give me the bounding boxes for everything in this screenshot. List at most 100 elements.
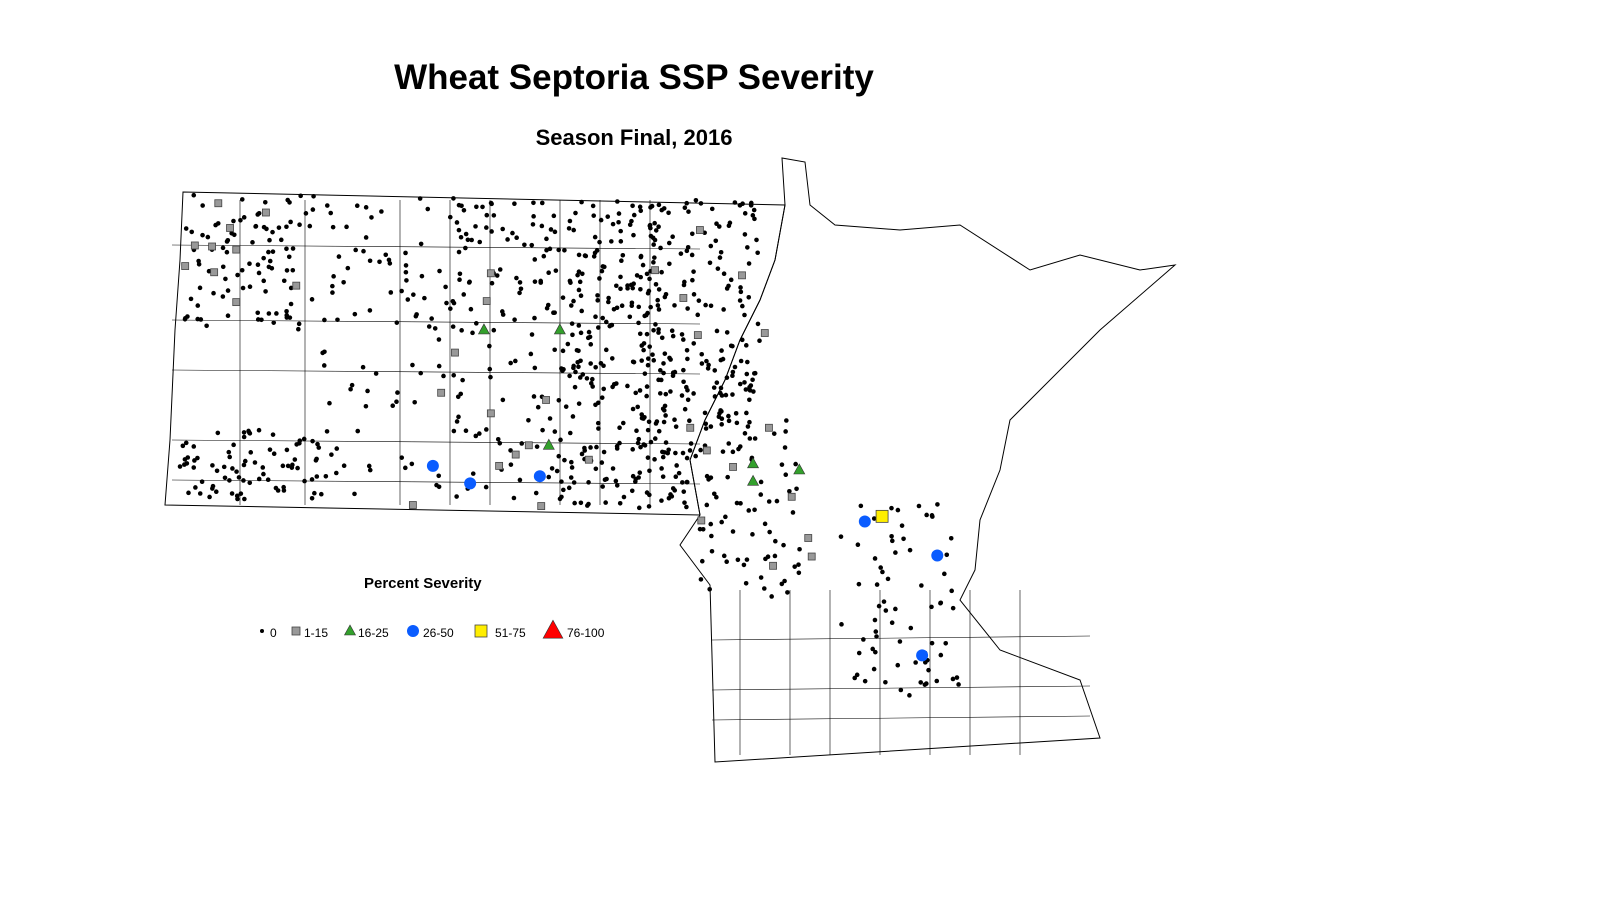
zero-severity-point (247, 480, 253, 486)
zero-severity-point (627, 314, 633, 320)
zero-severity-point (733, 411, 739, 416)
zero-severity-point (942, 571, 947, 577)
zero-severity-point (607, 323, 613, 329)
zero-severity-point (196, 258, 201, 264)
zero-severity-point (678, 251, 684, 256)
zero-severity-point (682, 500, 687, 505)
zero-severity-point (409, 461, 415, 467)
zero-severity-point (558, 437, 563, 443)
zero-severity-point (639, 358, 644, 363)
zero-severity-point (355, 428, 361, 434)
zero-severity-point (660, 454, 666, 460)
zero-severity-point (679, 332, 685, 337)
legend-label: 0 (270, 626, 277, 640)
severity-markers (181, 199, 944, 662)
zero-severity-point (590, 203, 596, 209)
marker-1-15 (524, 441, 533, 450)
zero-severity-point (698, 447, 703, 453)
zero-severity-point (747, 388, 753, 393)
zero-severity-point (576, 252, 582, 258)
zero-severity-point (702, 410, 708, 416)
zero-severity-point (285, 463, 291, 469)
zero-severity-point (929, 513, 935, 518)
zero-severity-point (739, 337, 745, 343)
zero-severity-point (546, 270, 551, 276)
zero-severity-point (255, 310, 261, 316)
zero-severity-point (718, 385, 724, 391)
zero-severity-point (242, 458, 248, 464)
zero-severity-point (684, 384, 689, 390)
zero-severity-point (336, 254, 342, 259)
zero-severity-point (663, 440, 669, 445)
zero-severity-point (597, 239, 602, 245)
zero-severity-point (324, 429, 330, 434)
zero-severity-point (530, 222, 536, 227)
zero-severity-point (599, 460, 605, 465)
zero-severity-point (548, 227, 554, 232)
zero-severity-point (726, 413, 731, 419)
zero-severity-point (593, 466, 599, 472)
zero-severity-point (484, 427, 489, 432)
zero-severity-point (331, 274, 336, 279)
marker-1-15 (738, 271, 746, 280)
zero-severity-point (649, 203, 655, 209)
zero-severity-point (377, 259, 382, 265)
zero-severity-point (235, 272, 240, 278)
zero-severity-point (730, 392, 735, 397)
zero-severity-point (553, 268, 559, 273)
zero-severity-point (180, 443, 186, 449)
zero-severity-point (943, 641, 949, 646)
zero-severity-point (556, 247, 561, 253)
zero-severity-point (517, 477, 523, 483)
zero-severity-point (838, 534, 844, 539)
zero-severity-point (613, 478, 619, 484)
zero-severity-point (580, 372, 586, 377)
zero-severity-point (944, 552, 950, 558)
zero-severity-point (595, 298, 600, 303)
zero-severity-point (594, 444, 599, 450)
zero-severity-point (705, 366, 711, 371)
zero-severity-point (419, 273, 425, 279)
marker-1-15 (232, 245, 241, 254)
zero-severity-point (873, 629, 879, 634)
zero-severity-point (668, 492, 673, 497)
zero-severity-point (459, 328, 464, 333)
zero-severity-point (539, 200, 545, 206)
marker-1-15 (686, 423, 695, 432)
zero-severity-point (432, 326, 438, 331)
zero-severity-point (691, 341, 697, 346)
zero-severity-point (483, 484, 489, 490)
zero-severity-point (429, 316, 434, 321)
zero-severity-point (531, 214, 536, 219)
zero-severity-point (567, 278, 573, 284)
zero-severity-point (561, 487, 566, 493)
zero-severity-point (699, 351, 705, 357)
zero-severity-point (618, 228, 623, 234)
zero-severity-point (872, 617, 878, 623)
zero-severity-point (699, 558, 705, 564)
zero-severity-point (267, 258, 273, 264)
zero-severity-point (629, 218, 634, 224)
zero-severity-point (769, 594, 774, 599)
zero-severity-point (220, 245, 226, 251)
zero-severity-point (737, 298, 743, 303)
zero-severity-point (609, 356, 615, 361)
zero-severity-point (738, 285, 743, 290)
zero-severity-point (367, 308, 373, 313)
zero-severity-point (461, 292, 467, 297)
zero-severity-point (236, 475, 242, 480)
zero-severity-point (709, 548, 715, 554)
zero-severity-point (858, 503, 864, 509)
zero-severity-point (403, 465, 408, 471)
zero-severity-point (518, 286, 524, 292)
zero-severity-point (703, 426, 709, 431)
zero-severity-point (954, 675, 960, 680)
zero-severity-point (748, 383, 754, 388)
zero-severity-point (532, 279, 538, 284)
zero-severity-point (390, 403, 396, 409)
zero-severity-point (261, 278, 267, 284)
zero-severity-point (457, 277, 462, 283)
zero-severity-point (703, 421, 709, 427)
zero-severity-point (186, 490, 191, 496)
